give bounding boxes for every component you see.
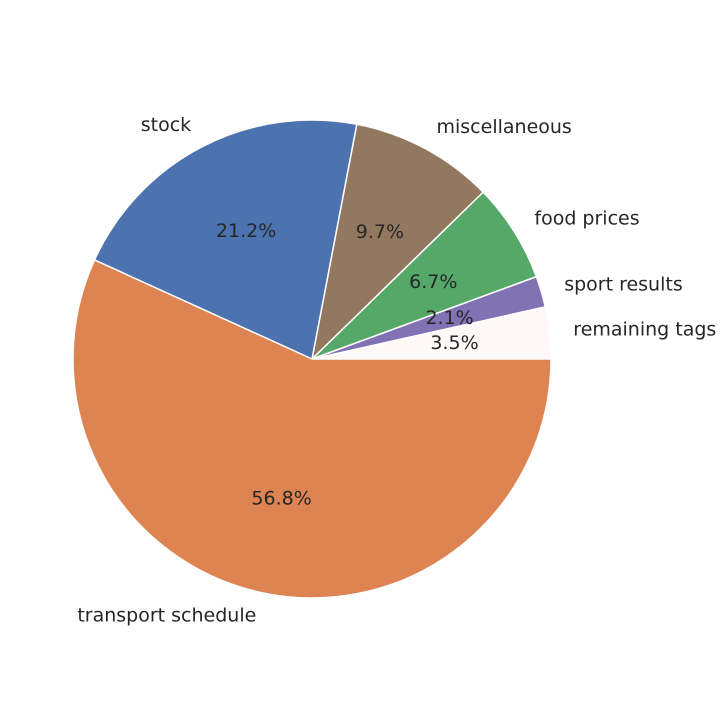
slice-label-stock: stock bbox=[141, 114, 191, 136]
slice-percent-stock: 21.2% bbox=[216, 220, 276, 242]
slice-label-remaining-tags: remaining tags bbox=[573, 319, 716, 341]
pie-slices bbox=[72, 119, 552, 599]
slice-label-sport-results: sport results bbox=[564, 273, 683, 295]
pie-slice-transport-schedule bbox=[72, 258, 552, 599]
slice-percent-remaining-tags: 3.5% bbox=[430, 332, 478, 354]
slice-label-transport-schedule: transport schedule bbox=[77, 604, 256, 626]
pie-slice-stock bbox=[93, 119, 358, 361]
slice-label-food-prices: food prices bbox=[534, 207, 639, 229]
slice-percent-sport-results: 2.1% bbox=[425, 307, 473, 329]
slice-label-miscellaneous: miscellaneous bbox=[437, 116, 572, 138]
slice-percent-food-prices: 6.7% bbox=[409, 271, 457, 293]
pie-labels: remaining tags 3.5% sport results 2.1% food … bbox=[77, 114, 716, 626]
pie-slice-miscellaneous bbox=[310, 123, 485, 362]
slice-percent-miscellaneous: 9.7% bbox=[356, 221, 404, 243]
slice-percent-transport-schedule: 56.8% bbox=[251, 488, 311, 510]
